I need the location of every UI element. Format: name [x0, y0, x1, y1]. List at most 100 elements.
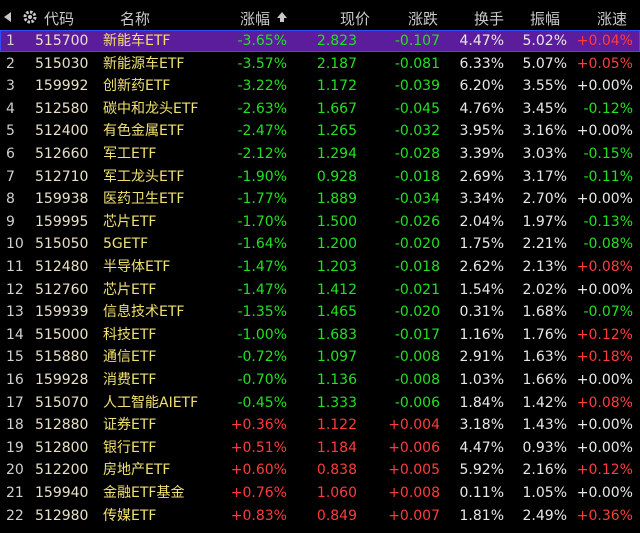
change-pct: -0.70%: [237, 372, 287, 388]
row-index: 5: [6, 123, 15, 140]
change: -0.020: [394, 304, 440, 321]
amplitude: 1.05%: [522, 485, 567, 501]
header-amplitude[interactable]: 振幅: [530, 10, 561, 28]
amplitude: 3.17%: [522, 168, 567, 185]
code: 512480: [35, 259, 89, 275]
name: 科技ETF: [103, 326, 157, 343]
name: 碳中和龙头ETF: [103, 100, 199, 117]
change-pct: +0.76%: [230, 485, 287, 501]
quote-row[interactable]: 19 512800 银行ETF +0.51% 1.184 +0.006 4.47% 0.93%…: [0, 437, 640, 459]
sort-arrow[interactable]: [276, 11, 288, 23]
quote-row[interactable]: 17 515070 人工智能AIETF -0.45% 1.333 -0.006 1.84% 1…: [0, 392, 640, 414]
quote-row[interactable]: 1 515700 新能车ETF -3.65% 2.823 -0.107 4.47% 5.02%…: [0, 30, 640, 52]
quote-row[interactable]: 11 512480 半导体ETF -1.47% 1.203 -0.018 2.62% 2.13…: [0, 256, 640, 278]
quote-row[interactable]: 5 512400 有色金属ETF -2.47% 1.265 -0.032 3.95% 3.16…: [0, 120, 640, 142]
price: 1.500: [316, 213, 357, 230]
row-index: 3: [6, 78, 15, 95]
quote-row[interactable]: 6 512660 军工ETF -2.12% 1.294 -0.028 3.39% 3.03% -…: [0, 143, 640, 165]
change: -0.045: [394, 100, 440, 117]
code: 159928: [35, 372, 89, 388]
price: 1.203: [316, 259, 357, 275]
amplitude: 1.43%: [522, 417, 567, 434]
change: -0.018: [394, 168, 440, 185]
change-pct: -3.57%: [237, 55, 287, 72]
turnover: 5.92%: [459, 462, 504, 479]
turnover: 6.20%: [459, 78, 504, 95]
change-pct: -1.35%: [237, 304, 287, 321]
change: -0.018: [394, 259, 440, 275]
quote-row[interactable]: 16 159928 消费ETF -0.70% 1.136 -0.008 1.03% 1.66%…: [0, 369, 640, 391]
turnover: 3.18%: [459, 417, 504, 434]
amplitude: 3.16%: [522, 123, 567, 140]
change-pct: -1.90%: [237, 168, 287, 185]
quote-row[interactable]: 10 515050 5GETF -1.64% 1.200 -0.020 1.75% 2.21%…: [0, 233, 640, 255]
turnover: 1.54%: [459, 281, 504, 298]
turnover: 2.04%: [459, 213, 504, 230]
header-speed[interactable]: 涨速: [597, 10, 628, 28]
quote-row[interactable]: 3 159992 创新药ETF -3.22% 1.172 -0.039 6.20% 3.55%…: [0, 75, 640, 97]
speed: +0.00%: [576, 78, 633, 95]
price: 0.928: [316, 168, 357, 185]
amplitude: 1.42%: [522, 394, 567, 411]
quote-row[interactable]: 20 512200 房地产ETF +0.60% 0.838 +0.005 5.92% 2.16…: [0, 459, 640, 481]
code: 515070: [35, 394, 89, 411]
code: 159939: [35, 304, 89, 321]
quote-row[interactable]: 15 515880 通信ETF -0.72% 1.097 -0.008 2.91% 1.63%…: [0, 346, 640, 368]
change: +0.007: [388, 507, 440, 524]
quote-row[interactable]: 18 512880 证券ETF +0.36% 1.122 +0.004 3.18% 1.43%…: [0, 414, 640, 436]
turnover: 1.16%: [459, 326, 504, 343]
code: 512980: [35, 507, 89, 524]
quote-row[interactable]: 12 512760 芯片ETF -1.47% 1.412 -0.021 1.54% 2.02%…: [0, 279, 640, 301]
change: -0.026: [394, 213, 440, 230]
name: 新能源车ETF: [103, 55, 185, 72]
row-index: 15: [6, 349, 24, 366]
speed: +0.00%: [576, 417, 633, 434]
quote-row[interactable]: 2 515030 新能源车ETF -3.57% 2.187 -0.081 6.33% 5.07…: [0, 53, 640, 75]
header-change-pct[interactable]: 涨幅: [240, 10, 271, 28]
amplitude: 2.02%: [522, 281, 567, 298]
quote-row[interactable]: 21 159940 金融ETF基金 +0.76% 1.060 +0.008 0.11% 1.0…: [0, 482, 640, 504]
speed: +0.00%: [576, 372, 633, 388]
price: 1.412: [316, 281, 357, 298]
change-pct: -0.72%: [237, 349, 287, 366]
speed: -0.11%: [583, 168, 633, 185]
quote-row[interactable]: 22 512980 传媒ETF +0.83% 0.849 +0.007 1.81% 2.49%…: [0, 505, 640, 527]
amplitude: 2.49%: [522, 507, 567, 524]
quote-row[interactable]: 14 515000 科技ETF -1.00% 1.683 -0.017 1.16% 1.76%…: [0, 324, 640, 346]
price: 1.465: [316, 304, 357, 321]
quote-row[interactable]: 7 512710 军工龙头ETF -1.90% 0.928 -0.018 2.69% 3.17…: [0, 166, 640, 188]
header-icons[interactable]: [2, 8, 42, 26]
speed: +0.00%: [576, 123, 633, 140]
name: 消费ETF: [103, 372, 157, 388]
row-index: 11: [6, 259, 24, 275]
header-name[interactable]: 名称: [120, 10, 151, 28]
speed: +0.36%: [576, 507, 633, 524]
header-price[interactable]: 现价: [340, 10, 371, 28]
change-pct: -2.63%: [237, 100, 287, 117]
quote-row[interactable]: 13 159939 信息技术ETF -1.35% 1.465 -0.020 0.31% 1.6…: [0, 301, 640, 323]
name: 5GETF: [103, 236, 149, 253]
price: 1.667: [316, 100, 357, 117]
row-index: 9: [6, 213, 15, 230]
code: 159995: [35, 213, 89, 230]
speed: -0.08%: [583, 236, 633, 253]
turnover: 1.03%: [459, 372, 504, 388]
header-code[interactable]: 代码: [44, 10, 75, 28]
quote-row[interactable]: 8 159938 医药卫生ETF -1.77% 1.889 -0.034 3.34% 2.70…: [0, 188, 640, 210]
code: 512880: [35, 417, 89, 434]
header-change[interactable]: 涨跌: [408, 10, 439, 28]
code: 512400: [35, 123, 89, 140]
amplitude: 5.02%: [522, 33, 567, 49]
row-index: 21: [6, 485, 24, 501]
header-turnover[interactable]: 换手: [474, 10, 505, 28]
quote-row[interactable]: 4 512580 碳中和龙头ETF -2.63% 1.667 -0.045 4.76% 3.4…: [0, 98, 640, 120]
code: 512800: [35, 439, 89, 456]
turnover: 3.95%: [459, 123, 504, 140]
speed: -0.13%: [583, 213, 633, 230]
name: 有色金属ETF: [103, 123, 185, 140]
turnover: 4.47%: [459, 439, 504, 456]
price: 1.122: [316, 417, 357, 434]
change-pct: -3.65%: [237, 33, 287, 49]
speed: +0.00%: [576, 485, 633, 501]
quote-row[interactable]: 9 159995 芯片ETF -1.70% 1.500 -0.026 2.04% 1.97% -…: [0, 211, 640, 233]
